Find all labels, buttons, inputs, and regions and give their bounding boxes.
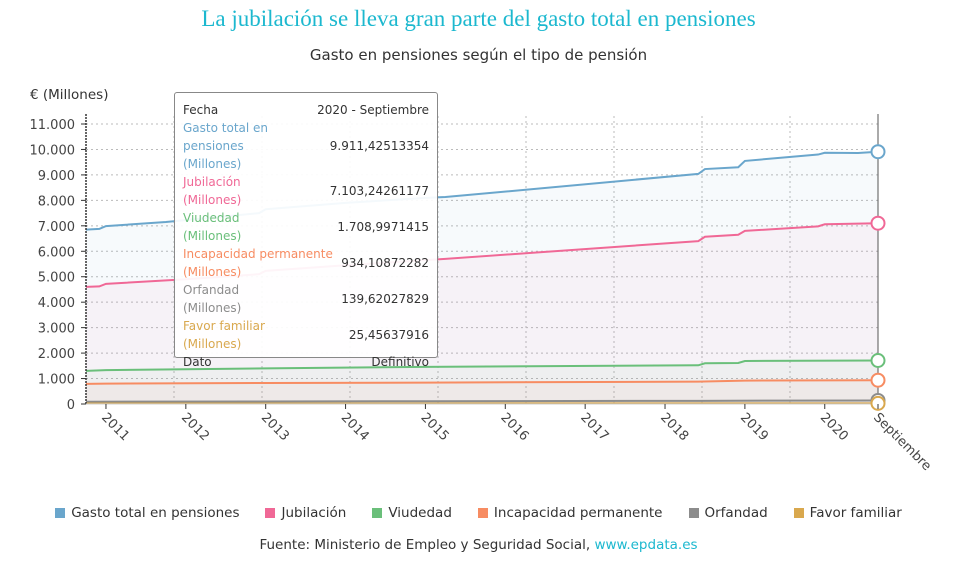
tooltip-value: 25,45637916 xyxy=(348,328,429,342)
tooltip-row: Dato Definitivo xyxy=(183,353,429,371)
tooltip-row: Favor familiar (Millones) 25,45637916 xyxy=(183,317,429,353)
legend-swatch-icon xyxy=(793,508,804,518)
y-tick-label: 5.000 xyxy=(38,271,75,286)
tooltip-series-name: Orfandad xyxy=(183,283,240,297)
data-point-marker xyxy=(870,395,886,411)
series-line xyxy=(85,359,879,372)
y-tick-label: 6.000 xyxy=(38,245,75,260)
tooltip-series-name: Viudedad xyxy=(183,211,240,225)
tooltip-row: Orfandad (Millones) 139,62027829 xyxy=(183,281,429,317)
tooltip-value: 2020 - Septiembre xyxy=(317,103,429,117)
tooltip-row: Jubilación (Millones) 7.103,24261177 xyxy=(183,173,429,209)
x-tick-label: 2020 xyxy=(817,410,851,444)
tooltip-unit: (Millones) xyxy=(183,193,242,207)
tooltip-label: Incapacidad permanente (Millones) xyxy=(183,245,333,281)
tooltip-unit: (Millones) xyxy=(183,229,242,243)
tooltip-series-name: Incapacidad permanente xyxy=(183,247,333,261)
tooltip-series-name: Jubilación xyxy=(183,175,241,189)
legend-swatch-icon xyxy=(688,508,699,518)
x-tick-label: 2012 xyxy=(178,410,212,444)
y-tick-label: 9.000 xyxy=(38,169,75,184)
tooltip-series-name: Gasto total en pensiones xyxy=(183,121,269,153)
data-point-marker xyxy=(870,215,886,231)
tooltip-value: 1.708,9971415 xyxy=(337,220,429,234)
legend-item[interactable]: Viudedad xyxy=(372,505,452,521)
chart-subtitle: Gasto en pensiones según el tipo de pens… xyxy=(309,46,648,64)
x-tick-label: 2017 xyxy=(577,410,611,444)
legend-item[interactable]: Jubilación xyxy=(265,505,346,521)
x-tick-label: 2013 xyxy=(258,410,292,444)
source-text: Fuente: Ministerio de Empleo y Seguridad… xyxy=(259,537,595,553)
tooltip-unit: (Millones) xyxy=(183,337,242,351)
y-tick-label: 4.000 xyxy=(38,296,75,311)
tooltip-unit: (Millones) xyxy=(183,265,242,279)
data-point-marker xyxy=(870,144,886,160)
legend-swatch-icon xyxy=(55,508,66,518)
tooltip-unit: (Millones) xyxy=(183,301,242,315)
legend-label: Jubilación xyxy=(281,505,347,521)
x-tick-label: 2015 xyxy=(418,410,452,444)
tooltip-label: Viudedad (Millones) xyxy=(183,209,241,245)
y-tick-label: 3.000 xyxy=(38,322,75,337)
y-tick-label: 7.000 xyxy=(38,220,75,235)
y-tick-label: 2.000 xyxy=(38,347,75,362)
tooltip-row: Viudedad (Millones) 1.708,9971415 xyxy=(183,209,429,245)
series-line xyxy=(85,399,879,403)
tooltip-value: 139,62027829 xyxy=(341,292,429,306)
y-tick-label: 0 xyxy=(67,398,75,413)
legend-item[interactable]: Gasto total en pensiones xyxy=(55,505,239,521)
tooltip-row: Gasto total en pensiones (Millones) 9.911,… xyxy=(183,119,429,173)
legend-label: Incapacidad permanente xyxy=(493,505,663,521)
tooltip-series-name: Dato xyxy=(183,355,212,369)
source-link[interactable]: www.epdata.es xyxy=(594,537,698,553)
x-tick-label: 2014 xyxy=(338,410,372,444)
series-line xyxy=(85,379,879,385)
series-area xyxy=(86,223,878,404)
tooltip-value: 7.103,24261177 xyxy=(329,184,429,198)
legend-item[interactable]: Favor familiar xyxy=(793,505,902,521)
legend-item[interactable]: Incapacidad permanente xyxy=(477,505,663,521)
tooltip-unit: (Millones) xyxy=(183,157,242,171)
legend: Gasto total en pensiones Jubilación Viuded… xyxy=(0,505,957,521)
x-tick-label: 2019 xyxy=(737,410,771,444)
data-point-marker xyxy=(870,372,886,388)
tooltip-label: Jubilación (Millones) xyxy=(183,173,241,209)
legend-swatch-icon xyxy=(477,508,488,518)
tooltip-row: Fecha 2020 - Septiembre xyxy=(183,101,429,119)
x-tick-label: 2011 xyxy=(98,410,132,444)
y-tick-label: 1.000 xyxy=(38,373,75,388)
y-tick-label: 8.000 xyxy=(38,194,75,209)
legend-swatch-icon xyxy=(265,508,276,518)
x-tick-label: 2018 xyxy=(657,410,691,444)
source-footer: Fuente: Ministerio de Empleo y Seguridad… xyxy=(0,537,957,553)
y-tick-label: 10.000 xyxy=(30,143,76,158)
legend-label: Favor familiar xyxy=(809,505,902,521)
x-tick-label: 2016 xyxy=(497,410,531,444)
tooltip-label: Gasto total en pensiones (Millones) xyxy=(183,119,330,173)
legend-item[interactable]: Orfandad xyxy=(688,505,768,521)
tooltip-value: 9.911,42513354 xyxy=(329,139,429,153)
data-point-marker xyxy=(870,352,886,368)
tooltip: Fecha 2020 - Septiembre Gasto total en pen… xyxy=(174,92,438,369)
tooltip-label: Favor familiar (Millones) xyxy=(183,317,265,353)
tooltip-label: Dato xyxy=(183,353,212,371)
tooltip-series-name: Fecha xyxy=(183,103,219,117)
tooltip-value: 934,10872282 xyxy=(341,256,429,270)
legend-label: Viudedad xyxy=(388,505,452,521)
x-tick-label: Septiembre xyxy=(870,410,934,474)
chart-area: 0 1.000 2.000 3.000 4.000 5.000 6.000 7.000 8.00… xyxy=(30,114,934,474)
tooltip-label: Fecha xyxy=(183,101,218,119)
tooltip-series-name: Favor familiar xyxy=(183,319,265,333)
tooltip-row: Incapacidad permanente (Millones) 934,1087… xyxy=(183,245,429,281)
tooltip-label: Orfandad (Millones) xyxy=(183,281,241,317)
chart-title: La jubilación se lleva gran parte del ga… xyxy=(201,6,756,31)
tooltip-value: Definitivo xyxy=(371,355,429,369)
legend-label: Gasto total en pensiones xyxy=(71,505,240,521)
series-area xyxy=(86,380,878,404)
legend-swatch-icon xyxy=(372,508,383,518)
y-tick-label: 11.000 xyxy=(30,118,76,133)
legend-label: Orfandad xyxy=(704,505,768,521)
series-line xyxy=(85,150,879,231)
y-axis-label: € (Millones) xyxy=(30,87,109,103)
